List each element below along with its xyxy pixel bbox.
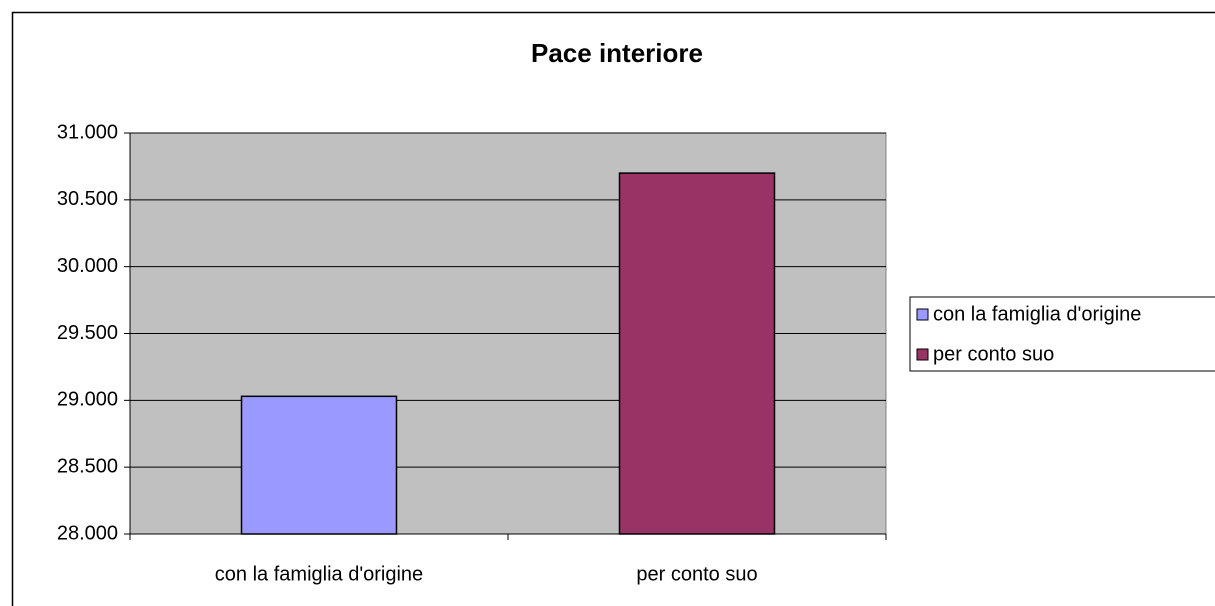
legend-swatch <box>916 348 929 361</box>
legend-label: con la famiglia d'origine <box>933 303 1141 325</box>
y-tick-label: 28.500 <box>57 455 118 477</box>
y-tick-label: 30.000 <box>57 255 118 277</box>
bar <box>240 395 398 535</box>
y-tick-label: 28.000 <box>57 522 118 544</box>
x-tick-label: con la famiglia d'origine <box>215 563 423 585</box>
chart-title: Pace interiore <box>531 38 703 68</box>
bar <box>618 172 776 535</box>
y-tick-label: 29.000 <box>57 389 118 411</box>
y-tick-label: 29.500 <box>57 322 118 344</box>
legend-label: per conto suo <box>933 343 1054 365</box>
legend-box <box>909 296 1215 372</box>
y-tick-label: 30.500 <box>57 188 118 210</box>
legend-swatch <box>916 308 929 321</box>
y-tick-label: 31.000 <box>57 121 118 143</box>
x-tick-label: per conto suo <box>636 563 757 585</box>
